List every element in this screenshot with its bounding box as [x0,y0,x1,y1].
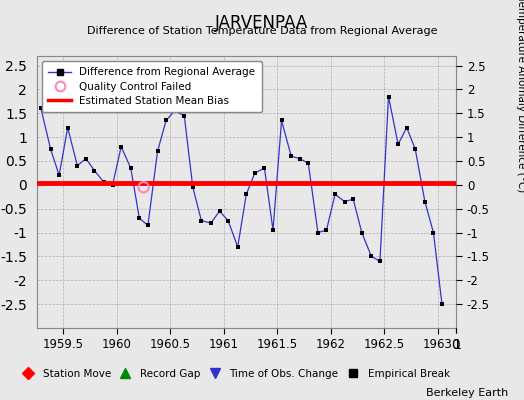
Point [108,182,117,188]
Point [180,112,189,119]
Point [314,229,322,236]
Point [144,222,152,229]
Point [349,196,357,202]
Point [384,93,392,100]
Point [357,229,366,236]
Point [135,215,144,222]
Point [73,162,82,169]
Point [341,198,349,205]
Point [287,153,296,160]
Point [37,105,45,112]
Point [394,141,402,148]
Point [224,218,232,224]
Point [322,227,331,233]
Point [411,146,419,152]
Point [90,167,99,174]
Text: Monthly Temperature Anomaly Difference (°C): Monthly Temperature Anomaly Difference (… [516,0,524,192]
Point [162,117,170,124]
Point [242,191,250,198]
Text: Berkeley Earth: Berkeley Earth [426,388,508,398]
Legend: Station Move, Record Gap, Time of Obs. Change, Empirical Break: Station Move, Record Gap, Time of Obs. C… [19,366,453,382]
Point [139,184,148,190]
Point [47,146,55,152]
Point [63,124,72,131]
Point [55,172,63,178]
Point [197,218,205,224]
Point [296,155,304,162]
Text: JARVENPAA: JARVENPAA [215,14,309,32]
Point [250,170,259,176]
Point [367,253,376,260]
Point [127,165,135,171]
Point [154,148,162,155]
Legend: Difference from Regional Average, Quality Control Failed, Estimated Station Mean: Difference from Regional Average, Qualit… [42,61,261,112]
Point [376,258,384,264]
Point [429,229,438,236]
Point [189,184,197,190]
Text: Difference of Station Temperature Data from Regional Average: Difference of Station Temperature Data f… [87,26,437,36]
Point [304,160,312,166]
Point [207,220,215,226]
Point [234,244,242,250]
Point [331,191,339,198]
Point [117,144,125,150]
Point [277,117,286,124]
Point [215,208,224,214]
Point [170,108,179,114]
Point [421,198,429,205]
Point [100,179,108,186]
Point [82,155,90,162]
Point [260,165,269,171]
Point [438,301,446,307]
Point [402,124,411,131]
Point [269,227,277,233]
